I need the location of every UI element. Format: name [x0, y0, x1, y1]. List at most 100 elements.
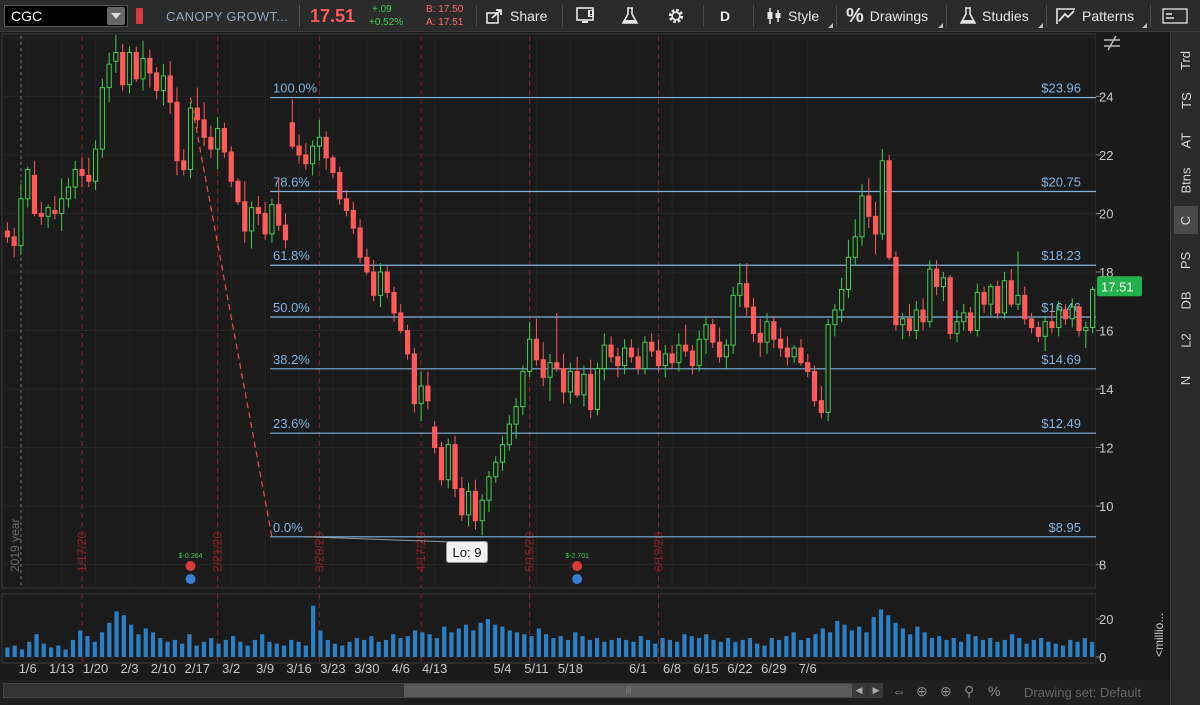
candle[interactable] [140, 40, 146, 91]
candle[interactable] [398, 304, 404, 334]
candle[interactable] [662, 345, 668, 378]
candle[interactable] [1042, 315, 1048, 351]
candle[interactable] [310, 140, 316, 176]
candle[interactable] [703, 315, 709, 354]
candle[interactable] [818, 386, 824, 419]
candle[interactable] [995, 280, 1001, 319]
candle[interactable] [147, 49, 153, 88]
candle[interactable] [560, 353, 567, 404]
candle[interactable] [601, 333, 607, 381]
price-axis[interactable]: 8 10 12 14 16 18 20 22 24 17.51 0 20 <millio... [1096, 32, 1170, 680]
candle[interactable] [927, 260, 933, 328]
candle[interactable] [1028, 312, 1035, 334]
candle[interactable] [750, 298, 757, 343]
candle[interactable] [65, 178, 72, 208]
candle[interactable] [1076, 304, 1082, 337]
candle[interactable] [371, 260, 377, 302]
candle[interactable] [52, 195, 58, 220]
candle[interactable] [92, 140, 99, 191]
candle[interactable] [710, 318, 716, 349]
candle[interactable] [99, 78, 105, 158]
candle[interactable] [438, 441, 445, 486]
candle[interactable] [839, 277, 845, 322]
candle[interactable] [154, 67, 160, 100]
candle[interactable] [126, 46, 133, 94]
price-chart[interactable]: 2019 year 1/17/20 2/21/20 3/20/20 4/17/20 5/1… [0, 32, 1170, 680]
candle[interactable] [411, 348, 417, 413]
candle[interactable] [716, 327, 723, 363]
candle[interactable] [859, 184, 865, 246]
side-tab-c[interactable]: C [1174, 206, 1198, 234]
date-label[interactable]: 3/30 [354, 661, 379, 676]
candle[interactable] [160, 64, 166, 106]
symbol-input[interactable]: CGC [4, 5, 128, 27]
candle[interactable] [364, 248, 370, 275]
candle[interactable] [852, 219, 858, 267]
date-label[interactable]: 3/16 [286, 661, 311, 676]
earnings-marker[interactable]: $-0.264 [179, 553, 203, 584]
candle[interactable] [784, 336, 790, 366]
date-label[interactable]: 5/11 [524, 661, 548, 676]
candle[interactable] [38, 201, 44, 226]
earnings-marker[interactable]: $-2.701 [565, 553, 589, 584]
candle[interactable] [235, 178, 241, 205]
candle[interactable] [730, 286, 736, 354]
company-name[interactable]: CANOPY GROWT... [166, 9, 288, 24]
scroll-left-button[interactable]: ◀ [852, 683, 866, 698]
candle[interactable] [689, 345, 696, 375]
candle[interactable] [628, 339, 634, 363]
candle[interactable] [377, 263, 384, 308]
candle[interactable] [1008, 269, 1014, 308]
candle[interactable] [391, 286, 397, 322]
candle[interactable] [608, 336, 614, 363]
candle[interactable] [425, 371, 431, 410]
date-label[interactable]: 6/15 [693, 661, 718, 676]
studies-button[interactable]: Studies [960, 4, 1029, 28]
candle[interactable] [845, 239, 852, 299]
candle[interactable] [967, 307, 974, 334]
date-label[interactable]: 1/13 [49, 661, 74, 676]
candle[interactable] [459, 476, 465, 521]
date-label[interactable]: 4/13 [422, 661, 447, 676]
scroll-right-button[interactable]: ▶ [869, 683, 883, 698]
candle[interactable] [289, 99, 295, 150]
candle[interactable] [594, 362, 601, 416]
candle[interactable] [1001, 271, 1008, 319]
candle[interactable] [208, 125, 214, 158]
candle[interactable] [981, 286, 987, 313]
date-label[interactable]: 2/10 [151, 661, 176, 676]
candle[interactable] [649, 333, 655, 357]
candle[interactable] [920, 298, 926, 331]
chart-alert-button[interactable] [576, 4, 598, 28]
candle[interactable] [113, 34, 119, 73]
candle[interactable] [622, 339, 628, 375]
candle[interactable] [343, 190, 350, 217]
candle[interactable] [296, 134, 302, 164]
candle[interactable] [25, 166, 31, 208]
candle[interactable] [974, 283, 980, 337]
candle[interactable] [499, 435, 506, 471]
candle[interactable] [242, 181, 248, 243]
scroll-track[interactable]: ||| [3, 683, 883, 698]
candle[interactable] [940, 271, 946, 302]
candle[interactable] [18, 184, 24, 255]
candle[interactable] [615, 348, 621, 378]
candle[interactable] [805, 353, 811, 378]
side-tab-ps[interactable]: PS [1174, 246, 1198, 274]
candle[interactable] [886, 154, 892, 261]
side-tab-db[interactable]: DB [1174, 286, 1198, 314]
candle[interactable] [567, 362, 573, 404]
candle[interactable] [1090, 286, 1096, 334]
drawing-set-label[interactable]: Drawing set: Default [1024, 685, 1142, 700]
date-label[interactable]: 4/6 [392, 661, 410, 676]
candle[interactable] [221, 122, 228, 158]
candle[interactable] [506, 415, 512, 451]
candle[interactable] [337, 166, 343, 205]
candle[interactable] [276, 178, 282, 231]
candle[interactable] [4, 222, 10, 243]
patterns-button[interactable]: Patterns [1056, 4, 1134, 28]
candle[interactable] [215, 116, 221, 170]
candle[interactable] [384, 266, 390, 299]
date-label[interactable]: 6/22 [727, 661, 752, 676]
candle[interactable] [764, 312, 770, 354]
